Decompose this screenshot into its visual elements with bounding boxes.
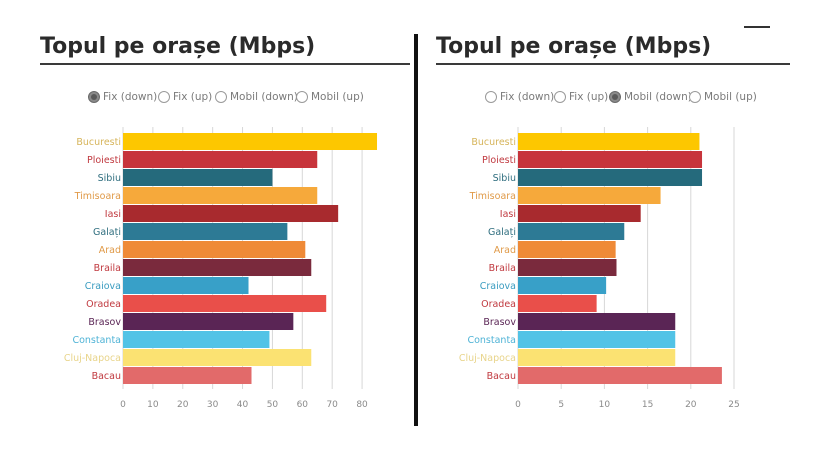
x-tick-label: 5 (558, 400, 564, 410)
category-label: Braila (94, 263, 121, 274)
bar[interactable] (123, 187, 318, 204)
bar[interactable] (518, 151, 703, 168)
category-label: Arad (494, 245, 516, 256)
x-tick-label: 20 (685, 400, 697, 410)
bar[interactable] (123, 223, 288, 240)
chart-panel-right: Topul pe orașe (Mbps) Fix (down) Fix (up… (420, 0, 820, 453)
category-label: Sibiu (493, 173, 516, 184)
bar[interactable] (123, 313, 294, 330)
radio-dot-icon (88, 91, 100, 103)
bar[interactable] (123, 241, 306, 258)
radio-dot-icon (158, 91, 170, 103)
category-label: Galați (488, 227, 516, 238)
chart-title: Topul pe orașe (Mbps) (40, 34, 316, 59)
category-label: Braila (489, 263, 516, 274)
category-label: Galați (93, 227, 121, 238)
radio-mobil-down[interactable]: Mobil (down) (609, 91, 692, 103)
category-label: Iasi (500, 209, 516, 220)
x-tick-label: 10 (599, 400, 611, 410)
bar[interactable] (518, 187, 661, 204)
x-tick-label: 25 (728, 400, 739, 410)
category-label: Bacau (487, 371, 516, 382)
radio-fix-up[interactable]: Fix (up) (158, 91, 212, 103)
category-label: Timisoara (74, 191, 121, 202)
bar[interactable] (518, 205, 641, 222)
bar[interactable] (518, 367, 722, 384)
bar[interactable] (518, 241, 616, 258)
category-label: Timisoara (469, 191, 516, 202)
bar-chart-right: 0 5 10 15 20 25 Bucuresti Ploiesti Sibiu Timisoar… (459, 127, 740, 410)
category-label: Bacau (92, 371, 121, 382)
bar[interactable] (123, 205, 339, 222)
radio-dot-icon (485, 91, 497, 103)
bar[interactable] (518, 349, 676, 366)
radio-dot-icon (215, 91, 227, 103)
bar[interactable] (123, 331, 270, 348)
bar-chart-left: 0 10 20 30 40 50 60 70 80 Bucuresti Ploiesti Sibiu T… (64, 127, 378, 410)
x-tick-label: 50 (267, 400, 279, 410)
category-label: Cluj-Napoca (459, 353, 516, 364)
x-tick-label: 80 (356, 400, 368, 410)
x-tick-label: 60 (297, 400, 309, 410)
category-label: Oradea (481, 299, 516, 310)
x-tick-label: 20 (177, 400, 189, 410)
bar[interactable] (518, 223, 625, 240)
category-label: Ploiesti (87, 155, 121, 166)
x-tick-label: 70 (326, 400, 338, 410)
title-underline (436, 63, 790, 65)
bar[interactable] (123, 133, 378, 150)
category-label: Bucuresti (76, 137, 121, 148)
x-tick-label: 0 (120, 400, 126, 410)
bar[interactable] (518, 277, 607, 294)
title-underline (40, 63, 410, 65)
bar[interactable] (123, 277, 249, 294)
category-label: Constanta (467, 335, 516, 346)
category-label: Cluj-Napoca (64, 353, 121, 364)
bar[interactable] (518, 169, 703, 186)
category-label: Brasov (483, 317, 516, 328)
category-label: Ploiesti (482, 155, 516, 166)
category-label: Craiova (480, 281, 516, 292)
radio-mobil-up[interactable]: Mobil (up) (689, 91, 757, 103)
decorative-dash (744, 26, 770, 28)
bar[interactable] (518, 295, 597, 312)
x-tick-label: 15 (642, 400, 653, 410)
x-tick-label: 0 (515, 400, 521, 410)
category-label: Bucuresti (471, 137, 516, 148)
bar[interactable] (518, 313, 676, 330)
panel-divider (414, 34, 418, 426)
bar[interactable] (123, 367, 252, 384)
category-label: Brasov (88, 317, 121, 328)
bar[interactable] (518, 259, 617, 276)
category-label: Craiova (85, 281, 121, 292)
x-tick-label: 10 (147, 400, 159, 410)
radio-mobil-up[interactable]: Mobil (up) (296, 91, 364, 103)
chart-panel-left: Topul pe orașe (Mbps) Fix (down) Fix (up… (40, 34, 410, 410)
bar[interactable] (123, 295, 327, 312)
radio-fix-down[interactable]: Fix (down) (88, 91, 157, 103)
radio-fix-down[interactable]: Fix (down) (485, 91, 554, 103)
radio-dot-icon (689, 91, 701, 103)
bar[interactable] (123, 169, 273, 186)
bar[interactable] (123, 259, 312, 276)
category-label: Constanta (72, 335, 121, 346)
bar[interactable] (518, 133, 700, 150)
category-label: Arad (99, 245, 121, 256)
chart-title: Topul pe orașe (Mbps) (436, 34, 712, 59)
radio-mobil-down[interactable]: Mobil (down) (215, 91, 298, 103)
x-tick-label: 40 (237, 400, 249, 410)
category-label: Sibiu (98, 173, 121, 184)
radio-dot-icon (609, 91, 621, 103)
radio-dot-icon (296, 91, 308, 103)
bar[interactable] (518, 331, 676, 348)
category-label: Oradea (86, 299, 121, 310)
radio-fix-up[interactable]: Fix (up) (554, 91, 608, 103)
bar[interactable] (123, 151, 318, 168)
category-label: Iasi (105, 209, 121, 220)
bar[interactable] (123, 349, 312, 366)
radio-dot-icon (554, 91, 566, 103)
x-tick-label: 30 (207, 400, 219, 410)
